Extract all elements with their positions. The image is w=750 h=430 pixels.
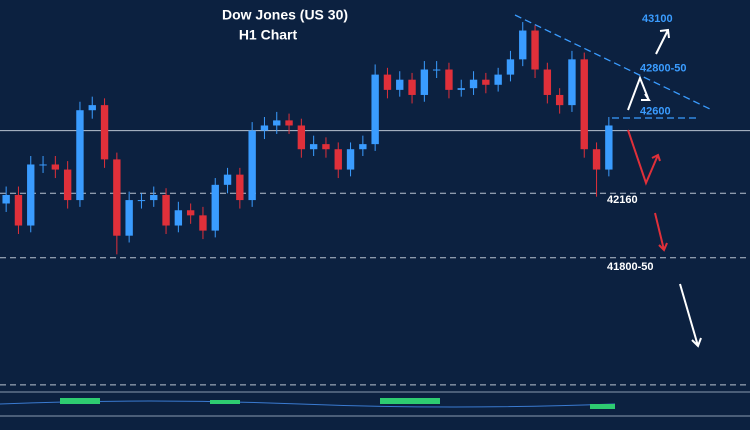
levels xyxy=(0,130,750,386)
candle-body xyxy=(580,59,588,150)
candle-body xyxy=(371,74,379,145)
candle-body xyxy=(445,69,453,90)
candle-body xyxy=(297,125,306,150)
candle-body xyxy=(27,164,35,226)
osc-bar xyxy=(590,404,615,409)
candle-body xyxy=(137,200,146,202)
candle-body xyxy=(482,79,490,85)
candle-body xyxy=(420,69,429,95)
trend-line xyxy=(514,14,713,111)
candle-body xyxy=(211,184,219,231)
candle-body xyxy=(199,215,207,231)
chart-title: Dow Jones (US 30) xyxy=(222,7,348,23)
candle-body xyxy=(519,30,527,60)
arrow-head xyxy=(641,93,651,101)
candle-body xyxy=(457,88,465,90)
candle-body xyxy=(186,210,195,216)
candle-body xyxy=(531,30,539,70)
candles xyxy=(2,22,613,255)
candle-body xyxy=(223,174,232,185)
arrow-red xyxy=(627,129,661,186)
arrows xyxy=(627,28,702,348)
candle-body xyxy=(469,79,478,89)
candle-body xyxy=(494,74,502,85)
candle-body xyxy=(260,125,269,131)
arrow-up xyxy=(655,28,670,55)
candle-body xyxy=(359,144,367,150)
level-label: 41800-50 xyxy=(607,261,654,273)
level-label: 42800-50 xyxy=(640,62,687,74)
candle-body xyxy=(555,94,564,106)
candle-body xyxy=(285,120,293,126)
candle-body xyxy=(383,74,392,90)
candle-body xyxy=(2,195,10,204)
arrow-path xyxy=(627,75,649,111)
annotations: 43100 42800-50 42600 42160 41800-50 xyxy=(607,13,687,273)
osc-bar xyxy=(210,400,240,404)
candle-body xyxy=(236,174,244,201)
oscillator xyxy=(0,398,750,417)
candle-body xyxy=(39,164,47,166)
osc-bar xyxy=(380,398,440,404)
candle-body xyxy=(248,130,256,201)
candle-body xyxy=(396,79,404,90)
candle-body xyxy=(506,59,515,75)
candle-body xyxy=(322,144,330,150)
candle-body xyxy=(113,159,121,236)
osc-bar xyxy=(60,398,100,404)
candle-body xyxy=(125,200,133,236)
candle-body xyxy=(309,144,318,150)
candle-body xyxy=(592,149,601,170)
candle-body xyxy=(100,105,109,160)
level-label: 43100 xyxy=(642,13,673,25)
candle-body xyxy=(88,105,96,111)
candle-body xyxy=(63,169,72,201)
candle-body xyxy=(432,69,441,71)
chart-subtitle: H1 Chart xyxy=(239,27,298,43)
arrow-white-down xyxy=(679,283,702,348)
level-label: 42160 xyxy=(607,194,638,206)
candle-body xyxy=(162,195,170,226)
candle-body xyxy=(568,59,576,106)
candle-body xyxy=(543,69,552,95)
candle-body xyxy=(408,79,416,95)
candle-body xyxy=(14,195,23,226)
candle-body xyxy=(346,149,355,170)
candle-body xyxy=(150,195,158,201)
candle-body xyxy=(76,110,84,201)
candle-body xyxy=(273,120,281,126)
candle-body xyxy=(605,125,613,170)
candle-body xyxy=(51,164,60,170)
candle-body xyxy=(174,210,183,226)
level-label: 42600 xyxy=(640,106,671,118)
arrow-red-down xyxy=(654,212,668,252)
candle-body xyxy=(334,149,342,170)
